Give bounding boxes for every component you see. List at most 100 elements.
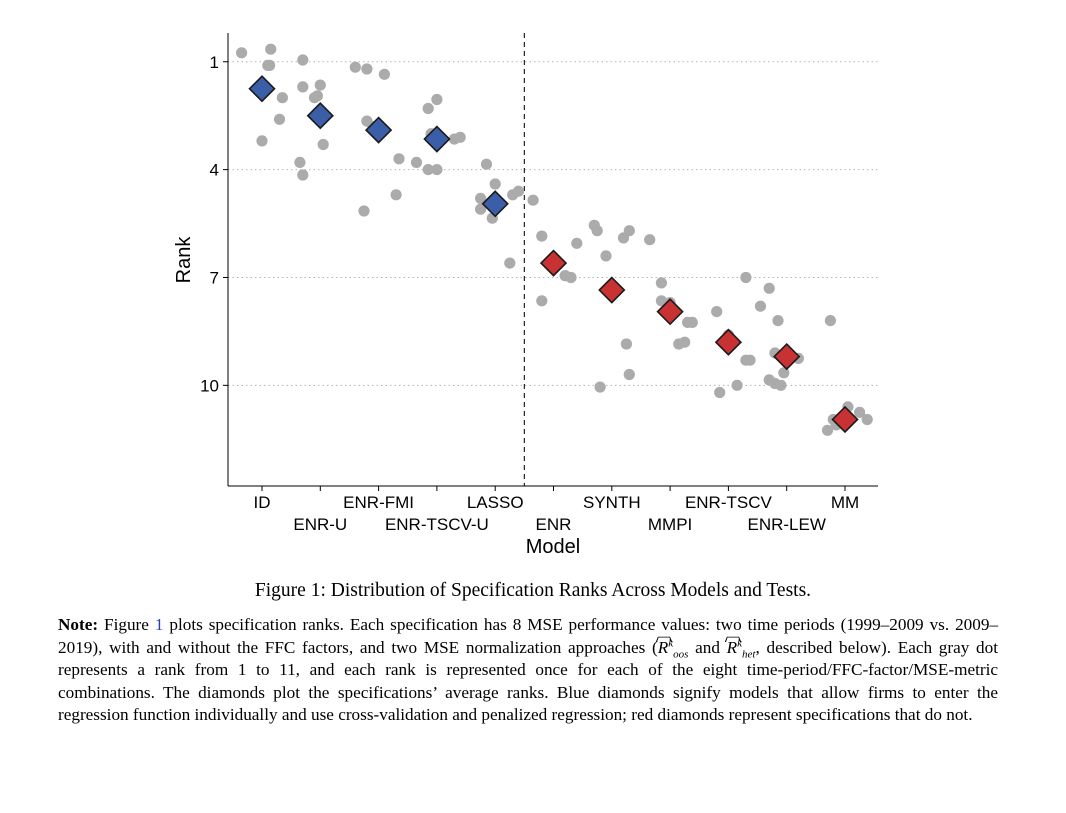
average-rank-diamond: [598, 276, 626, 304]
rank-point: [311, 90, 323, 102]
rank-point: [536, 295, 548, 307]
rank-point: [265, 43, 277, 55]
rank-point: [317, 138, 329, 151]
y-tick-label: 4: [210, 161, 219, 180]
rank-point: [686, 316, 698, 328]
y-ticks: 1 4 7 10: [200, 53, 228, 395]
rank-point: [422, 102, 434, 115]
rank-points: [236, 43, 873, 436]
average-rank-diamond: [656, 297, 684, 326]
x-tick-label: ENR-U: [293, 515, 347, 534]
rank-point: [861, 413, 873, 426]
rank-point: [731, 379, 743, 391]
rank-point: [754, 300, 767, 312]
x-tick-label: SYNTH: [583, 493, 641, 512]
x-tick-label: ID: [254, 493, 271, 512]
rank-point: [600, 250, 612, 262]
rank-point: [276, 92, 288, 104]
rank-point: [393, 153, 405, 165]
rank-point: [679, 336, 691, 348]
note-and: and: [695, 637, 720, 657]
gridlines: [228, 61, 878, 386]
x-tick-label: ENR: [536, 515, 572, 534]
average-rank-diamond: [539, 249, 568, 277]
subscript-het: het: [742, 648, 756, 661]
average-rank-diamond: [481, 190, 509, 218]
rank-point: [431, 164, 443, 176]
average-rank-diamonds: [248, 75, 859, 434]
rank-point: [854, 406, 866, 418]
rank-point: [655, 277, 668, 289]
x-tick-label: LASSO: [467, 493, 524, 512]
rank-point: [772, 315, 784, 327]
y-axis-label: Rank: [173, 236, 195, 284]
figure-caption: Figure 1: Distribution of Specification …: [254, 580, 812, 601]
rank-point: [763, 282, 775, 294]
rank-point: [256, 135, 268, 147]
rank-point: [644, 234, 656, 246]
rank-point: [361, 63, 373, 75]
rank-point: [527, 194, 539, 206]
rank-point: [623, 225, 635, 237]
rank-point: [591, 225, 603, 237]
x-tick-label: ENR-LEW: [747, 515, 825, 534]
average-rank-diamond: [364, 116, 393, 144]
rank-point: [378, 68, 390, 80]
x-tick-label: ENR-FMI: [343, 493, 414, 512]
y-tick-label: 1: [210, 53, 219, 72]
average-rank-diamond: [248, 75, 276, 103]
rank-point: [504, 257, 516, 269]
note-text-2: plots specification ranks. Each specific…: [58, 615, 999, 657]
superscript-k: k: [737, 636, 743, 649]
average-rank-diamond: [714, 328, 743, 356]
rank-point: [480, 158, 493, 170]
rank-point: [236, 47, 248, 59]
superscript-k: k: [668, 636, 674, 649]
note-label: Note:: [58, 615, 99, 634]
figure-reference-link[interactable]: 1: [154, 615, 164, 634]
rank-point: [623, 368, 635, 381]
rank-point: [620, 338, 633, 350]
average-rank-diamond: [306, 102, 334, 130]
x-axis-label: Model: [526, 536, 580, 558]
rank-point: [824, 315, 837, 327]
rank-point: [431, 93, 443, 106]
rank-point: [594, 381, 606, 393]
rank-point: [390, 189, 402, 201]
rank-point: [294, 156, 306, 168]
average-rank-diamond: [831, 405, 859, 434]
x-ticks: ID ENR-U ENR-FMI ENR-TSCV-U LASSO ENR SYNTH MMP…: [254, 486, 859, 534]
rank-point: [714, 386, 726, 399]
rank-point: [297, 81, 309, 93]
average-rank-diamond: [423, 125, 451, 153]
rank-point: [744, 354, 756, 366]
rank-point: [655, 295, 668, 307]
rank-point: [297, 169, 309, 181]
rank-point: [821, 424, 834, 436]
subscript-oos: oos: [673, 648, 689, 661]
r-oos-symbol: Rkoos: [658, 636, 689, 661]
rank-point: [512, 185, 525, 197]
rank-point: [571, 237, 583, 249]
rank-point: [264, 59, 276, 71]
rank-point: [489, 178, 501, 190]
r-het-symbol: Rkhet: [727, 636, 756, 661]
y-tick-label: 7: [210, 268, 219, 287]
rank-point: [314, 79, 326, 91]
rank-point: [273, 113, 286, 125]
rank-point: [475, 192, 487, 204]
figure: 1 4 7 10 ID ENR-U ENR-FMI ENR-TSCV-U LASSO ENR SY…: [173, 33, 878, 558]
rank-point: [454, 131, 466, 143]
rank-point: [410, 156, 423, 168]
note-text-3: , described below). Each gray dot repres…: [58, 637, 999, 725]
rank-point: [358, 205, 370, 217]
rank-point: [559, 270, 571, 282]
rank-point: [297, 54, 309, 66]
x-tick-label: MM: [831, 493, 859, 512]
rank-point: [475, 203, 487, 215]
x-tick-label: ENR-TSCV: [685, 493, 773, 512]
rank-point: [775, 379, 787, 391]
rank-point: [740, 271, 752, 284]
rank-point: [422, 164, 434, 176]
rank-scatter-chart: 1 4 7 10 ID ENR-U ENR-FMI ENR-TSCV-U LASSO ENR SY…: [173, 33, 878, 558]
